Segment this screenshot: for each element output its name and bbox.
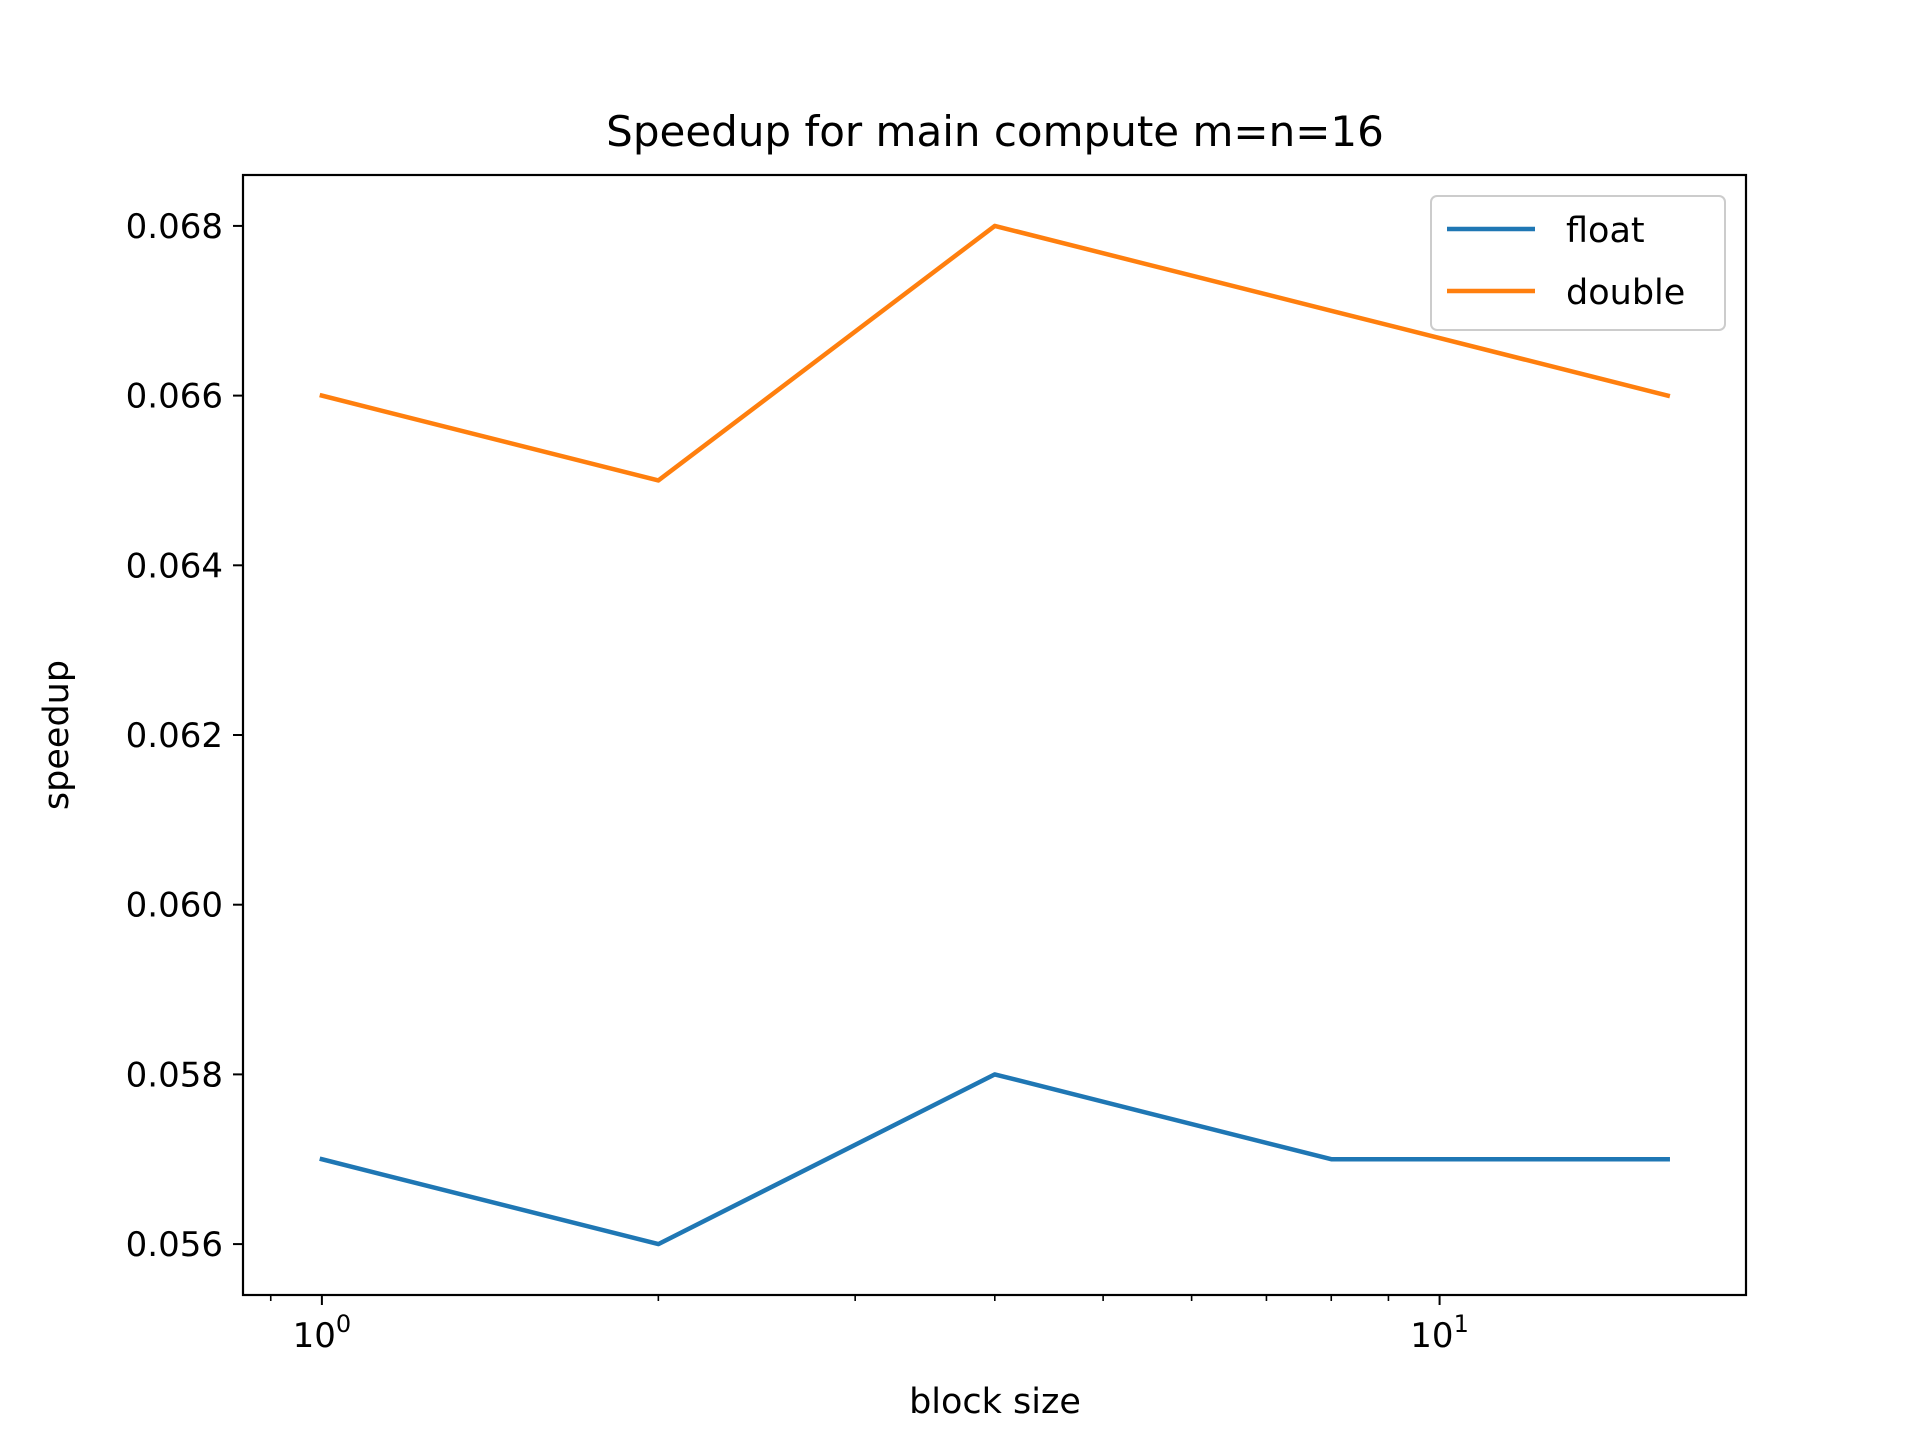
series-line-double [319,223,1671,483]
y-tick-label: 0.064 [126,546,223,586]
x-axis: 100 101 [269,1295,1469,1356]
y-tick-label: 0.060 [126,886,223,926]
x-tick-label: 101 [1410,1310,1469,1356]
y-tick-label: 0.066 [126,377,223,417]
chart-title: Speedup for main compute m=n=16 [606,107,1384,156]
legend-label-float: float [1566,211,1645,251]
y-axis-label: speedup [37,660,77,810]
x-tick-label: 100 [293,1310,352,1356]
y-axis: 0.056 0.058 0.060 0.062 0.064 0.066 0.068 [126,207,243,1265]
y-tick-label: 0.056 [126,1225,223,1265]
legend: float double [1430,195,1726,331]
y-tick-label: 0.058 [126,1055,223,1095]
plot-lines [319,223,1671,1247]
x-axis-label: block size [909,1382,1081,1422]
y-tick-label: 0.062 [126,716,223,756]
series-line-float [319,1072,1670,1247]
y-tick-label: 0.068 [126,207,223,247]
legend-label-double: double [1566,273,1685,313]
